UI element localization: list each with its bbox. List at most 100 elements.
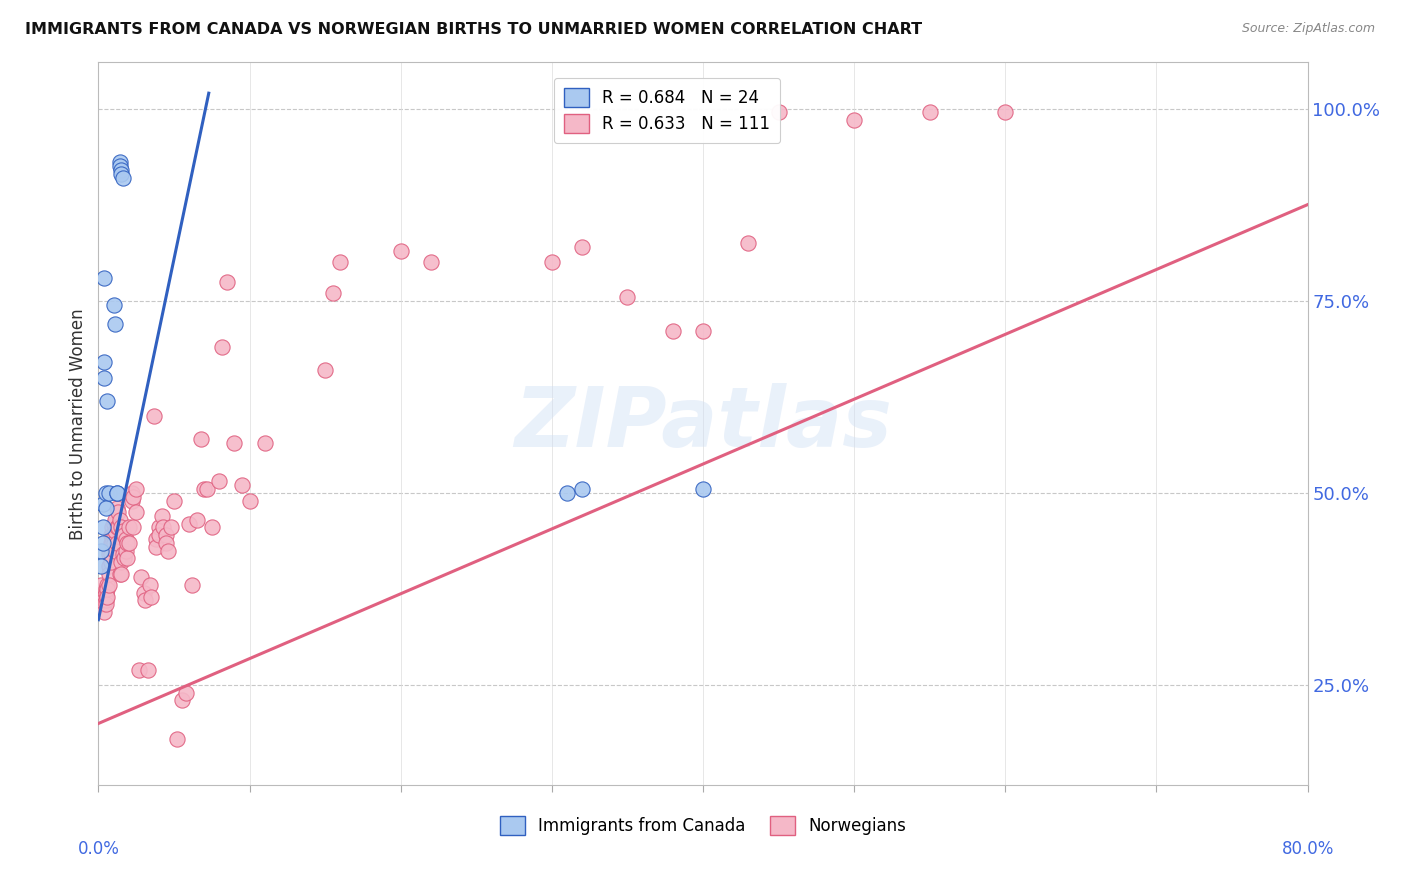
Point bbox=[231, 478, 253, 492]
Point bbox=[108, 566, 131, 581]
Point bbox=[108, 155, 131, 169]
Point bbox=[91, 598, 114, 612]
Point bbox=[90, 558, 112, 573]
Point bbox=[145, 540, 167, 554]
Point bbox=[145, 532, 167, 546]
Point bbox=[139, 578, 162, 592]
Point bbox=[121, 493, 143, 508]
Point bbox=[93, 355, 115, 369]
Point bbox=[768, 105, 790, 120]
Point bbox=[118, 536, 141, 550]
Point bbox=[91, 520, 114, 534]
Point bbox=[420, 255, 443, 269]
Point bbox=[100, 528, 122, 542]
Point bbox=[143, 409, 166, 423]
Point bbox=[190, 432, 212, 446]
Point bbox=[93, 270, 115, 285]
Point bbox=[101, 536, 124, 550]
Point bbox=[125, 505, 148, 519]
Point bbox=[103, 536, 125, 550]
Point bbox=[163, 493, 186, 508]
Point bbox=[193, 482, 215, 496]
Point bbox=[103, 528, 125, 542]
Point bbox=[90, 578, 112, 592]
Point bbox=[186, 513, 208, 527]
Point bbox=[111, 524, 134, 539]
Point bbox=[141, 590, 163, 604]
Point bbox=[91, 497, 114, 511]
Point bbox=[98, 486, 121, 500]
Point bbox=[166, 731, 188, 746]
Legend: Immigrants from Canada, Norwegians: Immigrants from Canada, Norwegians bbox=[494, 809, 912, 842]
Point bbox=[156, 543, 179, 558]
Point bbox=[148, 520, 170, 534]
Point bbox=[115, 551, 138, 566]
Point bbox=[555, 486, 578, 500]
Point bbox=[215, 275, 238, 289]
Point bbox=[98, 566, 121, 581]
Point bbox=[174, 686, 197, 700]
Point bbox=[155, 528, 177, 542]
Point bbox=[93, 598, 115, 612]
Point bbox=[132, 586, 155, 600]
Text: 0.0%: 0.0% bbox=[77, 840, 120, 858]
Point bbox=[314, 363, 336, 377]
Point bbox=[112, 528, 135, 542]
Point bbox=[136, 663, 159, 677]
Point bbox=[91, 536, 114, 550]
Point bbox=[195, 482, 218, 496]
Point bbox=[211, 340, 233, 354]
Point bbox=[208, 475, 231, 489]
Point bbox=[844, 113, 866, 128]
Point bbox=[107, 505, 129, 519]
Point bbox=[96, 582, 118, 596]
Point bbox=[201, 520, 224, 534]
Point bbox=[918, 105, 941, 120]
Point bbox=[107, 520, 129, 534]
Point bbox=[160, 520, 183, 534]
Point bbox=[91, 593, 114, 607]
Point bbox=[96, 590, 118, 604]
Point bbox=[101, 520, 124, 534]
Point bbox=[125, 482, 148, 496]
Point bbox=[118, 520, 141, 534]
Point bbox=[110, 566, 132, 581]
Point bbox=[90, 543, 112, 558]
Y-axis label: Births to Unmarried Women: Births to Unmarried Women bbox=[69, 308, 87, 540]
Point bbox=[111, 547, 134, 561]
Text: 80.0%: 80.0% bbox=[1281, 840, 1334, 858]
Point bbox=[103, 297, 125, 311]
Point bbox=[108, 159, 131, 173]
Point bbox=[122, 520, 145, 534]
Point bbox=[93, 605, 115, 619]
Point bbox=[224, 436, 246, 450]
Point bbox=[100, 536, 122, 550]
Point bbox=[93, 590, 115, 604]
Point bbox=[94, 598, 117, 612]
Point bbox=[105, 536, 128, 550]
Point bbox=[105, 501, 128, 516]
Point bbox=[540, 255, 562, 269]
Point bbox=[112, 551, 135, 566]
Point bbox=[96, 578, 118, 592]
Point bbox=[105, 486, 128, 500]
Point bbox=[104, 513, 127, 527]
Point bbox=[93, 370, 115, 384]
Point bbox=[114, 543, 136, 558]
Point bbox=[94, 586, 117, 600]
Point bbox=[98, 547, 121, 561]
Point bbox=[104, 524, 127, 539]
Point bbox=[571, 482, 593, 496]
Point bbox=[110, 163, 132, 178]
Point bbox=[994, 105, 1017, 120]
Point bbox=[93, 593, 115, 607]
Point bbox=[104, 543, 127, 558]
Point bbox=[96, 393, 118, 408]
Point bbox=[389, 244, 412, 258]
Text: IMMIGRANTS FROM CANADA VS NORWEGIAN BIRTHS TO UNMARRIED WOMEN CORRELATION CHART: IMMIGRANTS FROM CANADA VS NORWEGIAN BIRT… bbox=[25, 22, 922, 37]
Point bbox=[129, 570, 152, 584]
Point bbox=[737, 235, 759, 250]
Point bbox=[121, 486, 143, 500]
Point bbox=[692, 325, 714, 339]
Point bbox=[98, 558, 121, 573]
